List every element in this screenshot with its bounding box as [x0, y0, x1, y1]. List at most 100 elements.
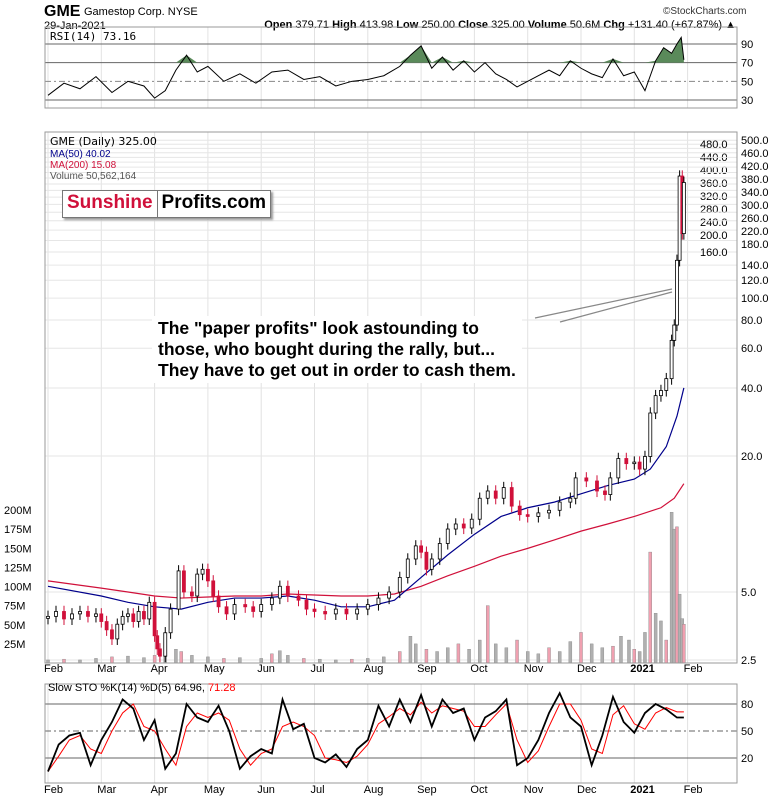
rsi-axis-label: 30 — [741, 95, 753, 107]
volume-axis-label: 75M — [4, 601, 25, 613]
candle-body — [168, 608, 173, 634]
volume-bar — [486, 605, 490, 664]
price-axis-label: 260.0 — [741, 213, 769, 225]
candle-body — [216, 595, 221, 608]
candle-body — [501, 487, 506, 499]
candle-body — [477, 497, 482, 520]
volume-bar — [526, 651, 530, 664]
ma200-legend: MA(200) 15.08 — [50, 160, 117, 171]
price-axis-label: 500.0 — [741, 135, 769, 147]
ohlc-value: +131.40 (+67.87%) ▲ — [627, 19, 736, 31]
x-axis-label: May — [204, 663, 225, 675]
candle-body — [397, 577, 402, 593]
volume-bar — [632, 649, 636, 664]
candle-body — [304, 599, 309, 610]
candle-body — [110, 629, 114, 640]
volume-axis-label: 150M — [4, 543, 32, 555]
volume-bar — [435, 651, 439, 664]
candle-body — [190, 591, 194, 597]
volume-bar — [408, 636, 413, 664]
candle-body — [603, 490, 607, 495]
candle-body — [675, 259, 679, 326]
price-axis-label: 160.0 — [700, 247, 728, 259]
candle-body — [584, 477, 589, 482]
volume-bar — [424, 649, 429, 664]
ohlc-key: Low — [396, 19, 422, 31]
volume-bar — [238, 657, 242, 664]
volume-axis-label: 50M — [4, 620, 25, 632]
ma50-legend: MA(50) 40.02 — [50, 149, 111, 160]
volume-bar — [467, 649, 471, 664]
callout-pointer — [559, 291, 673, 323]
candle-body — [405, 558, 410, 578]
candle-body — [120, 615, 125, 625]
candle-body — [205, 568, 210, 582]
x-axis-label: Sep — [417, 663, 437, 675]
price-axis-label: 60.0 — [741, 343, 762, 355]
stochastic-axis-label: 20 — [741, 753, 753, 765]
volume-bar — [589, 643, 594, 664]
x-axis-label: Dec — [577, 784, 597, 796]
price-axis-label: 300.0 — [741, 200, 769, 212]
candle-body — [376, 597, 381, 605]
volume-bar — [619, 636, 623, 664]
candle-body — [485, 490, 490, 499]
ohlc-key: Close — [458, 19, 492, 31]
x-axis-label: Apr — [151, 784, 168, 796]
price-axis-label: 400.0 — [700, 165, 728, 177]
ohlc-value: 379.71 — [295, 19, 333, 31]
candle-body — [568, 497, 573, 503]
price-axis-label: 220.0 — [741, 226, 769, 238]
sunshine-profits-logo: Sunshine Profits.com — [62, 190, 272, 218]
candle-body — [78, 611, 82, 615]
price-axis-label: 100.0 — [741, 293, 769, 305]
price-axis-label: 200.0 — [700, 230, 728, 242]
volume-bar — [190, 655, 194, 664]
volume-bar — [414, 643, 418, 664]
candle-body — [536, 512, 541, 517]
annotation-line: The "paper profits" look astounding to — [158, 318, 479, 338]
x-axis-label: Sep — [417, 784, 437, 796]
candle-body — [296, 595, 301, 601]
candle-body — [126, 613, 130, 617]
candle-body — [62, 611, 66, 620]
candle-body — [142, 611, 146, 620]
candle-body — [616, 458, 621, 479]
candle-body — [163, 632, 168, 657]
rsi-axis-label: 90 — [741, 39, 753, 51]
candle-body — [659, 390, 663, 397]
logo-part1: Sunshine — [63, 191, 158, 217]
candle-body — [104, 621, 109, 631]
candle-body — [312, 608, 317, 612]
candle-body — [653, 395, 658, 414]
volume-bar — [648, 551, 652, 664]
x-axis-label: Nov — [524, 784, 544, 796]
volume-bar — [179, 651, 183, 664]
volume-bar — [126, 655, 130, 664]
volume-bar — [547, 647, 551, 664]
candle-body — [243, 604, 248, 608]
volume-bar — [557, 651, 562, 664]
candle-body — [195, 573, 200, 597]
candle-body — [672, 324, 677, 341]
brand-link[interactable]: ©StockCharts.com — [663, 6, 747, 17]
candle-body — [344, 608, 349, 615]
candle-body — [152, 601, 157, 637]
volume-legend: Volume 50,562,164 — [50, 171, 137, 182]
volume-bar — [600, 647, 605, 664]
volume-bar — [579, 632, 583, 664]
volume-axis-label: 175M — [4, 524, 32, 536]
price-axis-label: 340.0 — [741, 187, 769, 199]
price-axis-label: 440.0 — [700, 152, 728, 164]
ohlc-key: High — [332, 19, 360, 31]
candle-body — [158, 648, 162, 657]
candle-body — [259, 604, 264, 612]
candle-body — [557, 501, 562, 511]
candle-body — [333, 608, 338, 615]
candle-body — [99, 613, 104, 622]
candle-body — [445, 528, 450, 544]
candle-body — [648, 412, 653, 457]
stochastic-axis-label: 80 — [741, 699, 753, 711]
volume-bar — [494, 643, 498, 664]
x-axis-label: 2021 — [630, 784, 654, 796]
